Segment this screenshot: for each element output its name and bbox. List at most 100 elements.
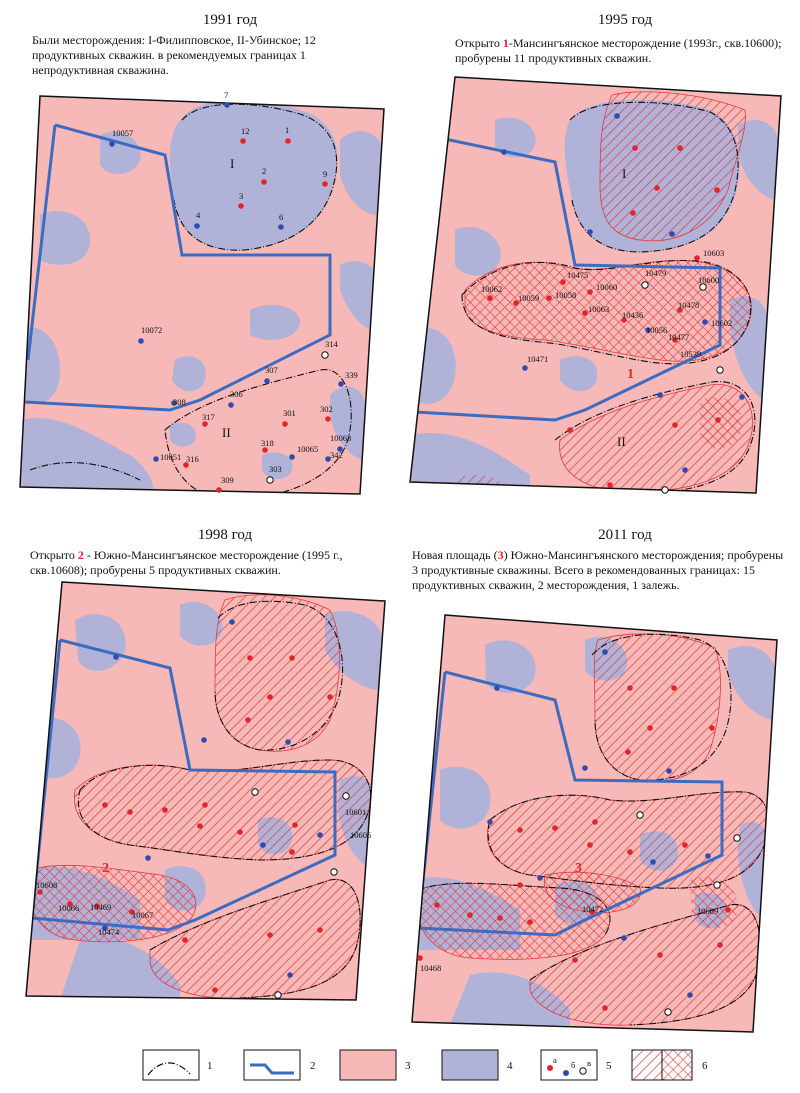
area-hatched [690, 876, 739, 929]
well-red [647, 725, 653, 731]
well-label: 10059 [518, 293, 539, 303]
field-label-2: 2 [102, 861, 109, 876]
well-red [238, 203, 244, 209]
legend-swatch-lilac [441, 1049, 499, 1081]
caption-1998-a: Открыто [30, 548, 78, 562]
area-lilac [455, 226, 501, 276]
caption-1991: Были месторождения: I-Филипповское, II-У… [32, 33, 316, 77]
well-red [627, 849, 633, 855]
well-label: 10602 [711, 318, 732, 328]
wells-1995 [487, 113, 745, 494]
well-red [317, 927, 323, 933]
well-empty [713, 881, 721, 889]
legend-letter-v: в [587, 1058, 591, 1068]
well-label: 10072 [141, 325, 162, 335]
area-lilac [75, 614, 126, 671]
well-empty [342, 792, 350, 800]
area-hatched [543, 871, 641, 913]
well-label: 10056 [646, 325, 667, 335]
well-blue [614, 113, 620, 119]
area-hatched [700, 396, 743, 449]
well-red [714, 187, 720, 193]
area-lilac [340, 131, 382, 215]
area-lilac [262, 452, 293, 479]
well-blue [338, 381, 344, 387]
well-red [630, 210, 636, 216]
well-blue [582, 765, 588, 771]
well-red [632, 145, 638, 151]
well-red [517, 827, 523, 833]
well-blue [264, 378, 270, 384]
well-red [672, 337, 678, 343]
well-label: 318 [261, 438, 274, 448]
legend-swatch-hatch [631, 1049, 663, 1081]
well-label: 10067 [132, 910, 153, 920]
well-label: 10478 [678, 300, 699, 310]
well-red [129, 909, 135, 915]
well-labels-1995: 10475 10479 10603 10062 10059 10058 1006… [481, 248, 732, 364]
caption-2011-a: Новая площадь ( [412, 548, 498, 562]
year-1995: 1995 год [597, 12, 653, 28]
well-label: 10606 [350, 830, 371, 840]
legend-num-4: 4 [507, 1060, 513, 1072]
year-1998: 1998 год [197, 527, 253, 543]
area-hatched [214, 594, 340, 752]
well-blue [645, 327, 651, 333]
well-red [202, 802, 208, 808]
well-red [560, 279, 566, 285]
well-label: 10057 [112, 128, 133, 138]
well-blue [666, 768, 672, 774]
well-red [694, 255, 700, 261]
well-label: 10601 [345, 807, 366, 817]
well-blue [739, 394, 745, 400]
well-red [621, 317, 627, 323]
well-red [717, 942, 723, 948]
map-1995: I II 1 [409, 76, 782, 494]
well-red [322, 181, 328, 187]
well-red [682, 842, 688, 848]
area-hatched [464, 260, 752, 362]
well-red [587, 289, 593, 295]
well-red [487, 295, 493, 301]
well-red [567, 427, 573, 433]
area-lilac [340, 261, 379, 330]
well-red [715, 417, 721, 423]
field-label-I: I [230, 156, 234, 171]
fault-line [149, 878, 361, 999]
well-red [37, 889, 43, 895]
legend-num-3: 3 [405, 1060, 411, 1072]
well-labels-1991: 10057 12 1 7 2 9 3 4 6 10072 314 307 339… [112, 90, 358, 485]
area-lilac [20, 418, 154, 494]
well-blue [201, 737, 207, 743]
field-label-1: 1 [627, 367, 634, 382]
well-red [546, 295, 552, 301]
area-hatched [599, 91, 746, 242]
well-red [671, 685, 677, 691]
fault-line [417, 882, 611, 936]
well-label: 10469 [90, 902, 111, 912]
caption-1998-b: - Южно-Мансингъянское месторождение (199… [30, 548, 343, 577]
well-label: 10608 [36, 880, 57, 890]
well-red [607, 482, 613, 488]
well-blue [563, 1070, 569, 1076]
area-lilac [330, 386, 366, 460]
well-red [657, 952, 663, 958]
fault-line [487, 791, 770, 889]
license-boundary [414, 136, 722, 422]
well-blue [501, 149, 507, 155]
well-label: 10474 [98, 927, 120, 937]
well-label: 301 [283, 408, 296, 418]
well-blue [138, 338, 144, 344]
legend-swatch-pink [339, 1049, 397, 1081]
license-boundary [417, 670, 724, 937]
legend: 1 2 3 4 а б в 5 6 [142, 1049, 708, 1081]
well-label: 339 [345, 370, 358, 380]
well-red [261, 179, 267, 185]
well-red [672, 422, 678, 428]
license-boundary [31, 638, 337, 932]
caption-2011-num: 3 [497, 548, 504, 562]
well-red [572, 957, 578, 963]
well-empty [330, 868, 338, 876]
well-label: 10060 [596, 282, 617, 292]
well-red [434, 902, 440, 908]
